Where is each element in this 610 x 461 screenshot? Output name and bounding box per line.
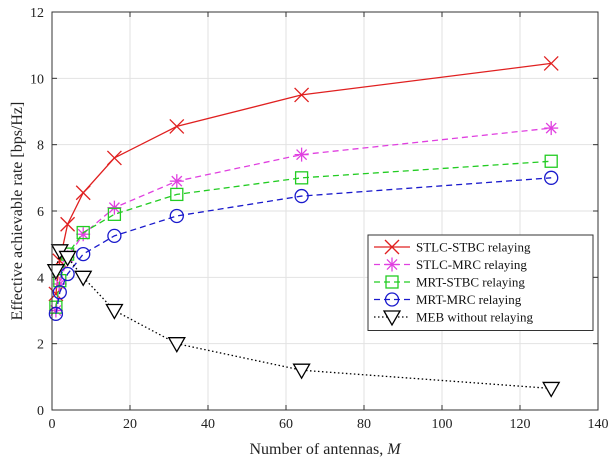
x-tick-label: 80 <box>357 417 371 432</box>
legend-label: MEB without relaying <box>416 310 533 325</box>
x-tick-label: 0 <box>49 417 56 432</box>
data-point <box>107 207 122 221</box>
data-point <box>75 185 91 201</box>
data-point <box>544 170 559 185</box>
series-line <box>55 177 552 314</box>
y-tick-label: 8 <box>37 139 44 154</box>
series-3 <box>48 170 559 321</box>
axis-ticks: 0 20 40 60 80 100 120 140 0 2 4 6 8 10 12 <box>30 6 609 432</box>
data-point <box>292 363 311 380</box>
legend-marker <box>384 292 400 307</box>
y-tick-label: 2 <box>37 338 44 353</box>
x-tick-label: 140 <box>588 417 609 432</box>
data-point <box>542 381 561 398</box>
y-tick-label: 10 <box>30 72 44 87</box>
legend-entry: MEB without relaying <box>374 310 533 327</box>
legend-entry: STLC-MRC relaying <box>374 257 527 272</box>
y-tick-label: 6 <box>37 205 44 220</box>
x-tick-label: 120 <box>510 417 531 432</box>
legend-marker <box>385 275 399 289</box>
data-point <box>105 303 124 320</box>
x-axis-label-text: Number of antennas, <box>249 441 383 458</box>
legend-marker <box>382 310 402 327</box>
data-point <box>544 121 559 136</box>
x-tick-label: 20 <box>123 417 137 432</box>
x-tick-label: 100 <box>432 417 453 432</box>
data-point <box>169 208 184 224</box>
legend-box <box>367 234 594 331</box>
legend: STLC-STBC relaying STLC-MRC relaying MRT-S… <box>367 234 594 331</box>
series-line <box>55 127 552 311</box>
data-point <box>76 225 90 240</box>
x-tick-label: 60 <box>279 417 293 432</box>
legend-label: STLC-MRC relaying <box>416 257 527 272</box>
data-point <box>106 150 122 166</box>
legend-label: MRT-STBC relaying <box>416 275 525 290</box>
data-point <box>170 187 184 202</box>
x-tick-label: 40 <box>201 417 215 432</box>
data-point <box>169 118 185 134</box>
data-point <box>294 171 309 185</box>
data-point <box>543 55 559 71</box>
series-layer <box>46 55 561 398</box>
data-point <box>294 188 309 204</box>
legend-entry: MRT-MRC relaying <box>374 292 522 307</box>
data-point <box>48 306 64 321</box>
legend-label: STLC-STBC relaying <box>416 240 531 255</box>
data-point <box>58 250 77 267</box>
data-point <box>294 87 310 103</box>
y-tick-label: 12 <box>30 6 44 21</box>
data-point <box>107 228 122 244</box>
data-point <box>294 147 309 162</box>
legend-entry: STLC-STBC relaying <box>374 240 531 255</box>
y-tick-label: 0 <box>37 404 44 419</box>
data-point <box>60 266 75 282</box>
data-point <box>167 337 186 353</box>
data-point <box>52 285 67 300</box>
y-axis-label: Effective achievable rate [bps/Hz] <box>9 102 26 321</box>
legend-marker <box>384 239 400 255</box>
y-tick-label: 4 <box>37 271 44 286</box>
x-axis-label: Number of antennas, M <box>249 441 402 458</box>
series-4 <box>46 244 561 398</box>
data-point <box>60 216 76 232</box>
legend-label: MRT-MRC relaying <box>416 292 522 307</box>
legend-marker <box>385 257 399 272</box>
data-point <box>544 154 558 168</box>
data-point <box>169 174 184 189</box>
x-axis-variable: M <box>386 441 402 458</box>
data-point <box>76 246 91 262</box>
legend-entry: MRT-STBC relaying <box>374 275 525 290</box>
data-point <box>74 270 93 287</box>
